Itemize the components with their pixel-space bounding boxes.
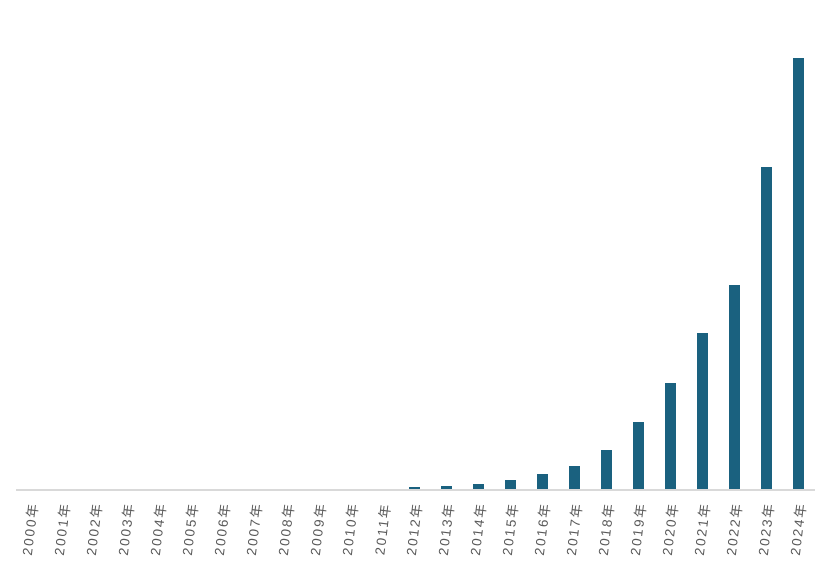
bar-2012 [408,487,420,489]
x-axis-label-2005: 2005年 [180,501,202,557]
bar-2018 [600,450,612,489]
x-axis-label-2021: 2021年 [692,501,714,557]
x-axis-label-2008: 2008年 [276,501,298,557]
x-axis-label-2022: 2022年 [724,501,746,557]
x-axis-label-2019: 2019年 [628,501,650,557]
x-axis-line [16,489,815,491]
x-axis-label-2002: 2002年 [84,501,106,557]
x-axis-label-2020: 2020年 [660,501,682,557]
x-axis-label-2017: 2017年 [564,501,586,557]
x-axis-label-2004: 2004年 [148,501,170,557]
x-axis-label-2000: 2000年 [20,501,42,557]
bar-2022 [728,285,740,489]
x-axis-label-2009: 2009年 [308,501,330,557]
x-axis-label-2003: 2003年 [116,501,138,557]
x-axis-label-2016: 2016年 [532,501,554,557]
bar-2014 [472,484,484,489]
x-axis-label-2013: 2013年 [436,501,458,557]
bar-2013 [440,486,452,489]
x-axis-label-2007: 2007年 [244,501,266,557]
x-axis-label-2010: 2010年 [340,501,362,557]
x-axis-label-2015: 2015年 [500,501,522,557]
bar-2021 [696,333,708,489]
x-axis-label-2024: 2024年 [788,501,810,557]
x-axis-label-2023: 2023年 [756,501,778,557]
bar-2019 [632,422,644,489]
x-axis-label-2018: 2018年 [596,501,618,557]
x-axis-label-2006: 2006年 [212,501,234,557]
bar-2023 [760,167,772,489]
x-axis-label-2001: 2001年 [52,501,74,557]
x-axis-label-2012: 2012年 [404,501,426,557]
x-axis-label-2011: 2011年 [372,501,394,556]
bar-2015 [504,480,516,489]
bar-2024 [792,58,804,489]
bar-2016 [536,474,548,489]
bar-2020 [664,383,676,489]
x-axis-label-2014: 2014年 [468,501,490,557]
bar-2017 [568,466,580,489]
